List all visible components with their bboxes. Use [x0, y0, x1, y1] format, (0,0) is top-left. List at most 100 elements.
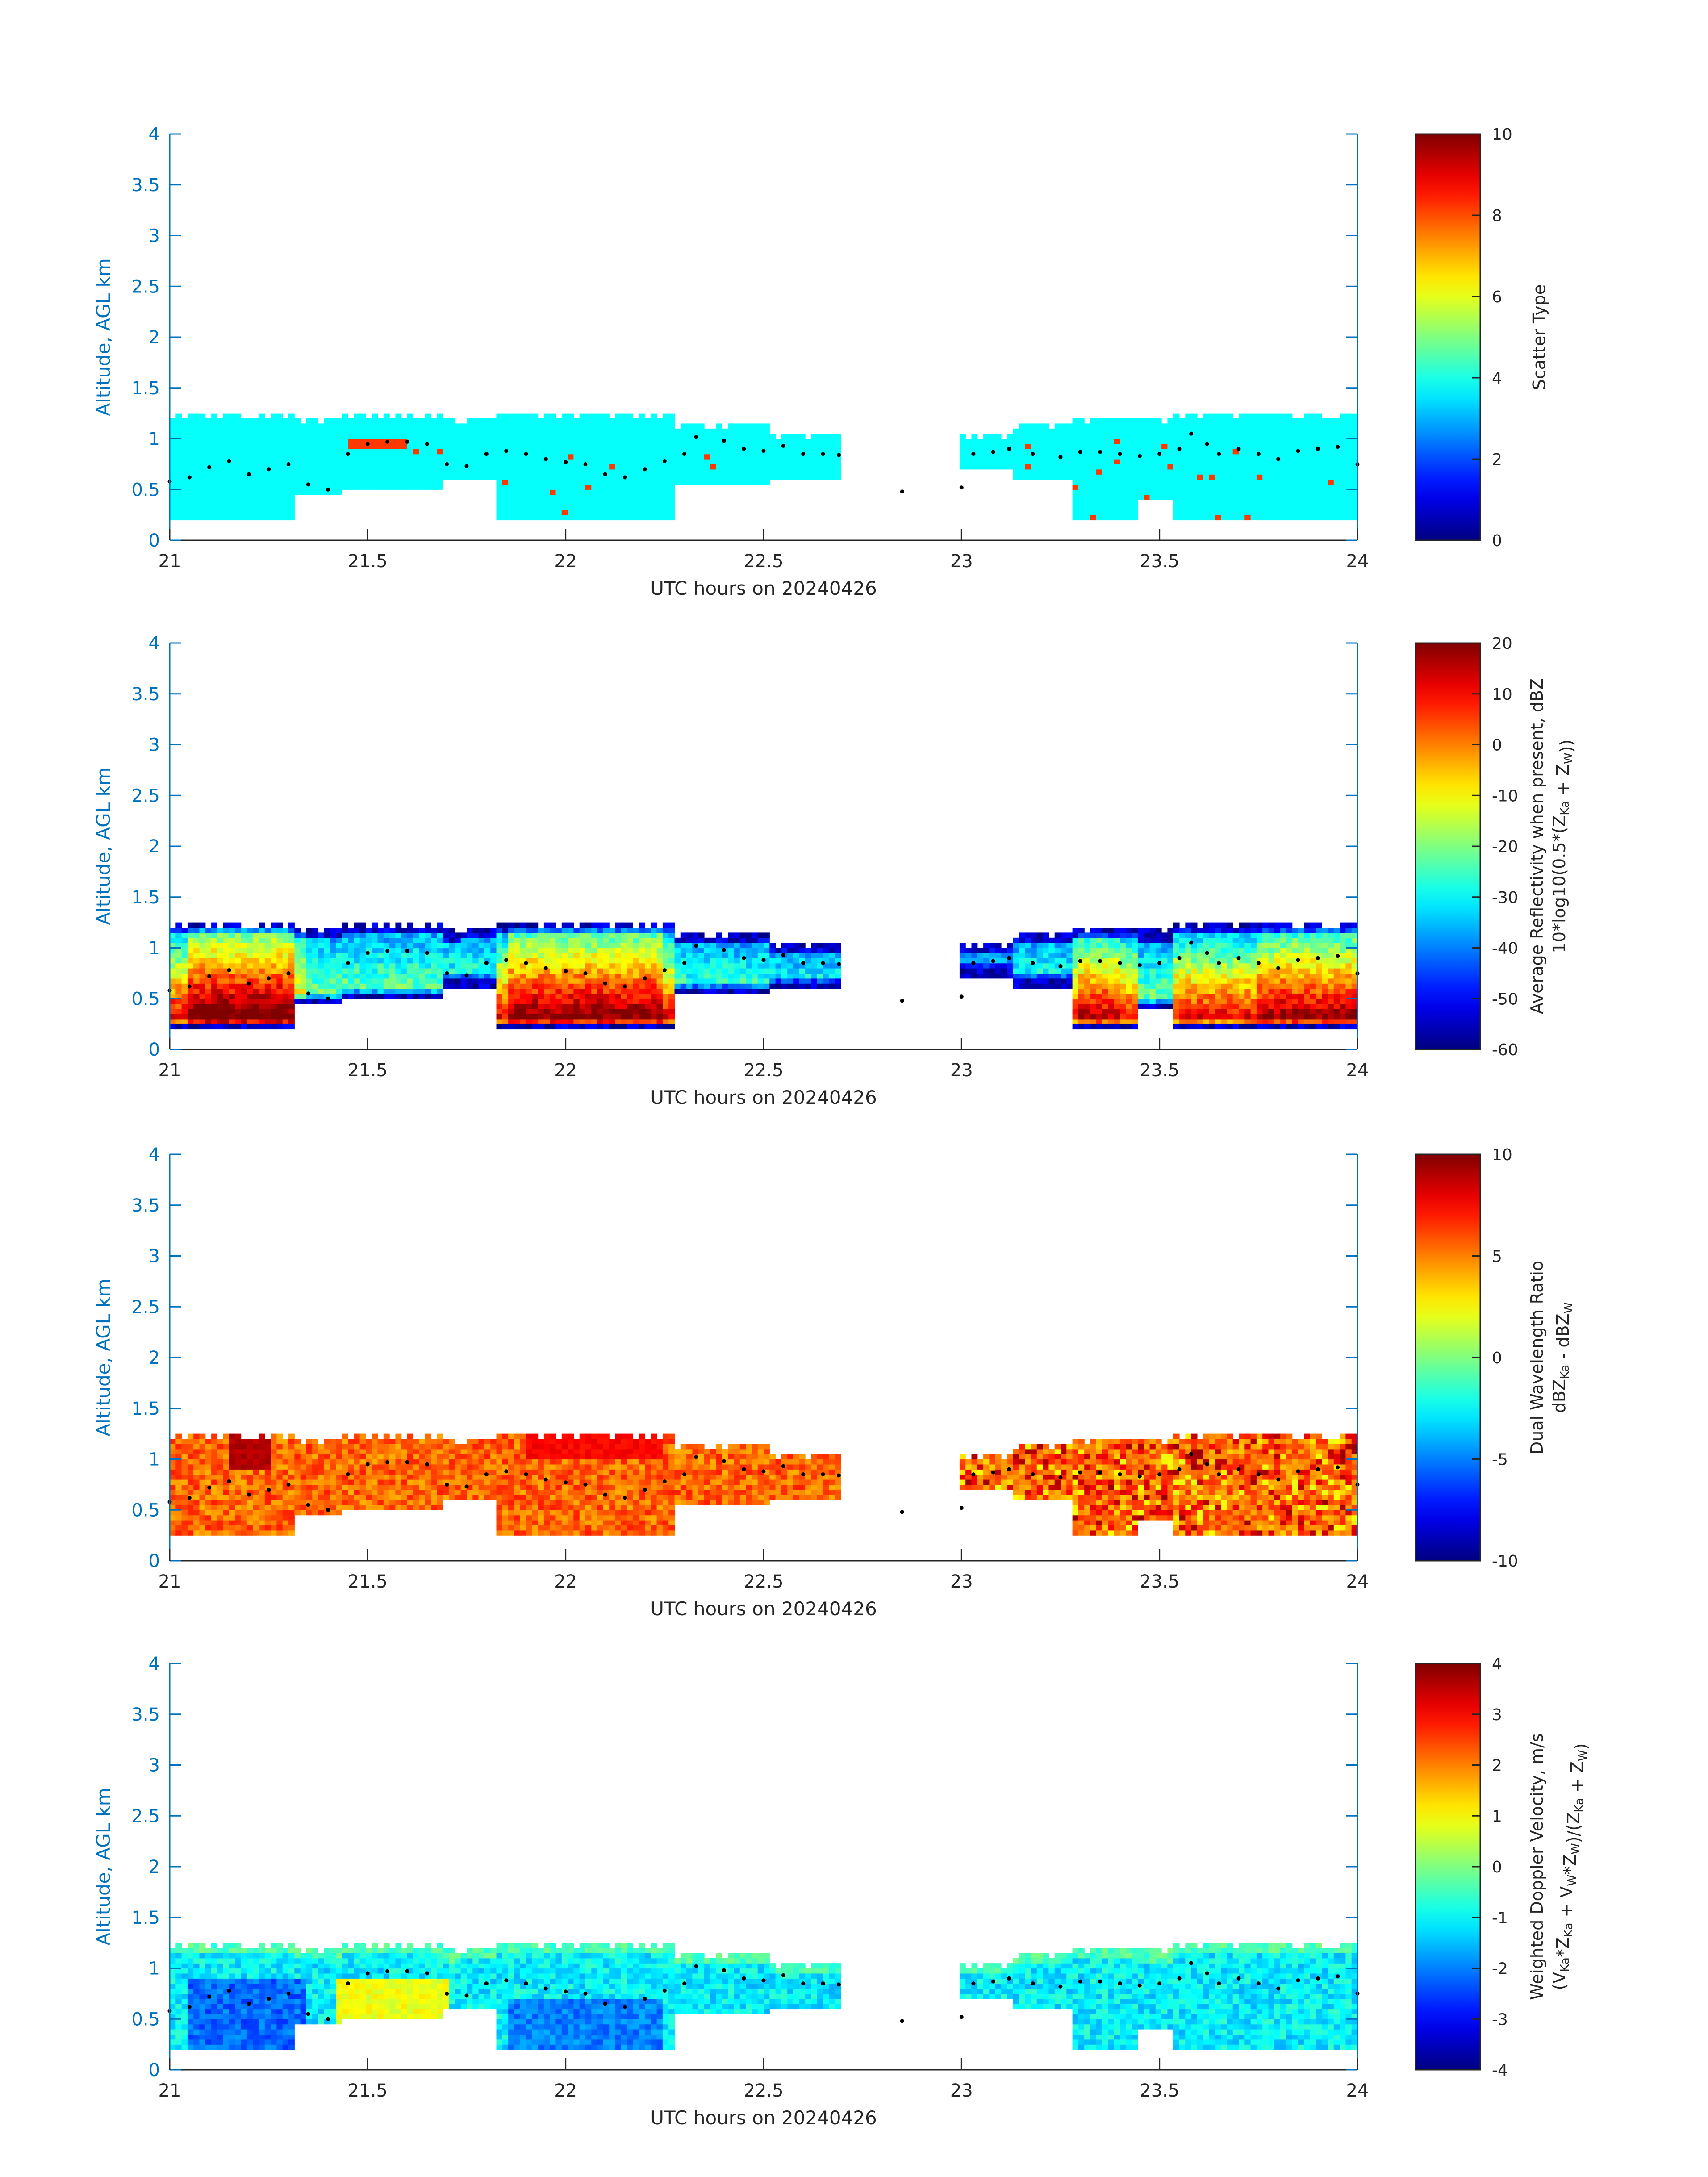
heatmap-cell	[205, 948, 212, 953]
heatmap-cell	[609, 443, 616, 449]
heatmap-cell	[431, 948, 438, 953]
heatmap-cell	[193, 434, 200, 439]
heatmap-cell	[1161, 479, 1168, 485]
heatmap-cell	[1286, 510, 1293, 515]
heatmap-cell	[1328, 459, 1334, 464]
cloud-top-point	[991, 450, 995, 454]
heatmap-cell	[645, 459, 651, 464]
heatmap-cell	[336, 469, 342, 475]
heatmap-cell	[259, 418, 265, 424]
heatmap-cell	[312, 439, 319, 444]
heatmap-cell	[282, 423, 289, 429]
heatmap-cell	[662, 963, 669, 969]
heatmap-cell	[609, 418, 616, 424]
heatmap-cell	[271, 948, 277, 953]
heatmap-cell	[752, 474, 758, 480]
heatmap-cell	[187, 413, 194, 419]
heatmap-cell	[241, 1014, 247, 1020]
heatmap-cell	[211, 983, 217, 989]
heatmap-cell	[365, 484, 372, 490]
heatmap-cell	[514, 434, 521, 439]
heatmap-cell	[1025, 968, 1031, 974]
heatmap-cell	[193, 479, 200, 485]
heatmap-cell	[205, 479, 212, 485]
heatmap-cell	[615, 464, 622, 470]
heatmap-cell	[538, 1003, 544, 1009]
heatmap-cell	[1244, 418, 1251, 424]
heatmap-cell	[555, 1024, 562, 1030]
heatmap-cell	[259, 1019, 265, 1024]
heatmap-cell	[1340, 459, 1346, 464]
heatmap-cell	[1315, 474, 1322, 480]
heatmap-cell	[532, 953, 539, 958]
heatmap-cell	[282, 928, 289, 933]
heatmap-cell	[170, 1009, 176, 1014]
heatmap-cell	[508, 434, 514, 439]
heatmap-cell	[1315, 479, 1322, 485]
heatmap-cell	[1304, 434, 1311, 439]
heatmap-cell	[550, 439, 556, 444]
cloud-top-point	[603, 472, 607, 476]
heatmap-cell	[217, 1009, 224, 1014]
heatmap-cell	[550, 500, 556, 505]
heatmap-cell	[241, 968, 247, 974]
heatmap-cell	[520, 1003, 526, 1009]
heatmap-cell	[259, 1003, 265, 1009]
heatmap-cell	[793, 464, 800, 470]
heatmap-cell	[1244, 464, 1251, 470]
heatmap-cell	[656, 937, 663, 943]
heatmap-cell	[656, 515, 663, 521]
heatmap-cell	[1215, 434, 1221, 439]
heatmap-cell	[568, 943, 574, 949]
heatmap-cell	[199, 1014, 206, 1020]
heatmap-cell	[591, 505, 598, 510]
heatmap-cell	[478, 983, 485, 989]
heatmap-cell	[1322, 439, 1328, 444]
heatmap-cell	[662, 469, 669, 475]
heatmap-cell	[752, 983, 758, 989]
heatmap-cell	[829, 978, 835, 984]
heatmap-cell	[561, 973, 568, 979]
heatmap-cell	[229, 958, 235, 964]
heatmap-cell	[246, 973, 253, 979]
heatmap-cell	[662, 474, 669, 480]
heatmap-cell	[1036, 978, 1043, 984]
heatmap-cell	[508, 449, 514, 455]
heatmap-cell	[1227, 459, 1233, 464]
heatmap-cell	[502, 428, 509, 434]
heatmap-cell	[259, 469, 265, 475]
heatmap-cell	[271, 515, 277, 521]
heatmap-cell	[769, 968, 776, 974]
heatmap-cell	[1001, 459, 1007, 464]
heatmap-cell	[330, 999, 336, 1004]
heatmap-cell	[377, 953, 384, 958]
heatmap-cell	[633, 484, 639, 490]
heatmap-cell	[1232, 515, 1239, 521]
heatmap-cell	[359, 937, 366, 943]
heatmap-cell	[1328, 500, 1334, 505]
heatmap-cell	[764, 443, 770, 449]
heatmap-cell	[597, 1024, 604, 1030]
heatmap-cell	[264, 489, 271, 495]
heatmap-cell	[342, 978, 348, 984]
heatmap-cell	[1013, 968, 1019, 974]
heatmap-cell	[1345, 515, 1352, 521]
heatmap-cell	[288, 469, 295, 475]
heatmap-cell	[170, 443, 176, 449]
heatmap-cell	[656, 968, 663, 974]
heatmap-cell	[1025, 434, 1031, 439]
heatmap-cell	[217, 418, 224, 424]
heatmap-cell	[739, 978, 746, 984]
heatmap-cell	[1036, 958, 1043, 964]
heatmap-cell	[229, 943, 235, 949]
heatmap-cell	[514, 978, 521, 984]
heatmap-cell	[520, 434, 526, 439]
heatmap-cell	[621, 948, 627, 953]
heatmap-cell	[633, 469, 639, 475]
heatmap-cell	[389, 937, 396, 943]
heatmap-cell	[1328, 418, 1334, 424]
heatmap-cell	[324, 439, 330, 444]
heatmap-cell	[484, 434, 491, 439]
heatmap-cell	[217, 1014, 224, 1020]
heatmap-cell	[656, 439, 663, 444]
